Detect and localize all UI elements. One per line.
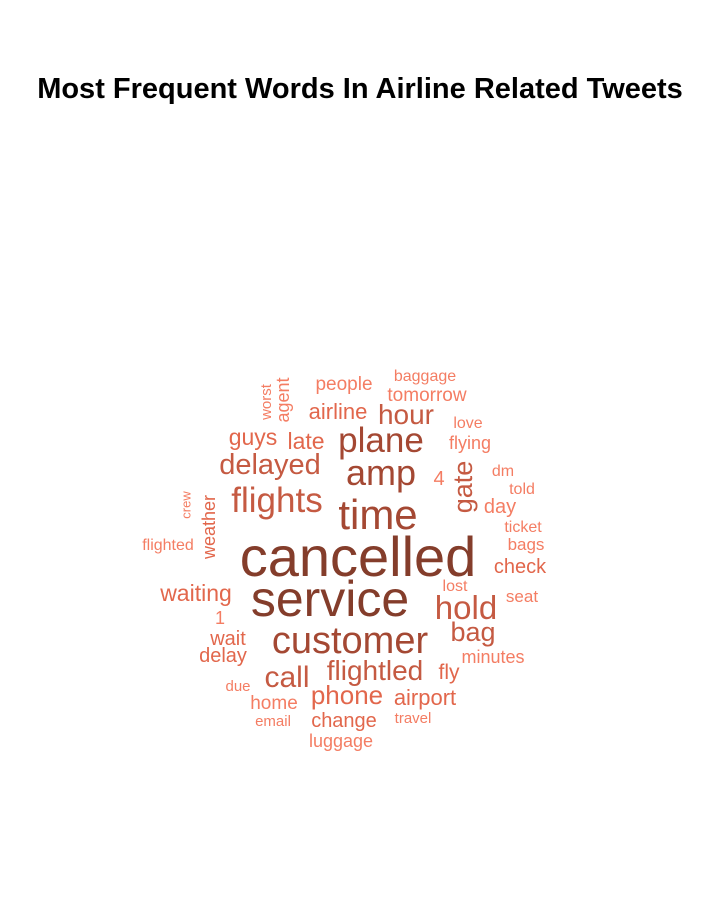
word-email: email xyxy=(255,713,291,730)
word-airline: airline xyxy=(309,399,368,424)
word-plane: plane xyxy=(338,421,424,460)
word-flying: flying xyxy=(449,433,491,453)
word-change: change xyxy=(311,710,377,732)
word-call: call xyxy=(264,661,309,694)
word-delay: delay xyxy=(199,645,247,667)
word-dm: dm xyxy=(492,463,514,480)
word-1: 1 xyxy=(215,608,225,628)
word-amp: amp xyxy=(346,452,416,493)
word-bag: bag xyxy=(450,617,495,647)
word-ticket: ticket xyxy=(504,519,542,536)
word-seat: seat xyxy=(506,587,538,606)
word-day: day xyxy=(484,496,516,518)
word-lost: lost xyxy=(443,578,468,595)
word-love: love xyxy=(453,415,482,432)
word-phone: phone xyxy=(311,680,383,710)
chart-title: Most Frequent Words In Airline Related T… xyxy=(37,73,683,105)
word-minutes: minutes xyxy=(461,647,524,667)
word-customer: customer xyxy=(272,620,429,662)
word-due: due xyxy=(225,678,250,695)
word-travel: travel xyxy=(395,710,432,727)
word-home: home xyxy=(250,693,298,714)
word-delayed: delayed xyxy=(219,449,321,481)
word-airport: airport xyxy=(394,685,456,710)
word-baggage: baggage xyxy=(394,368,456,385)
word-bags: bags xyxy=(508,535,545,554)
word-flighted: flighted xyxy=(142,537,194,554)
word-waiting: waiting xyxy=(159,580,232,606)
word-check: check xyxy=(494,556,547,578)
word-told: told xyxy=(509,481,535,498)
word-cancelled: cancelled xyxy=(240,525,477,588)
word-hold: hold xyxy=(435,589,497,626)
word-4: 4 xyxy=(433,468,444,490)
word-flights: flights xyxy=(231,481,322,520)
word-people: people xyxy=(315,374,372,395)
word-service: service xyxy=(251,571,409,627)
word-tomorrow: tomorrow xyxy=(387,385,466,406)
word-weather: weather xyxy=(199,495,219,560)
word-fly: fly xyxy=(439,661,461,684)
word-crew: crew xyxy=(178,491,193,519)
word-gate: gate xyxy=(448,461,478,514)
word-worst: worst xyxy=(258,383,275,421)
word-guys: guys xyxy=(229,424,278,450)
word-flightled: flightled xyxy=(327,655,424,686)
word-late: late xyxy=(287,428,324,454)
word-luggage: luggage xyxy=(309,731,373,751)
word-time: time xyxy=(338,491,417,538)
word-wait: wait xyxy=(209,628,246,650)
word-hour: hour xyxy=(378,399,434,430)
word-agent: agent xyxy=(273,377,293,422)
